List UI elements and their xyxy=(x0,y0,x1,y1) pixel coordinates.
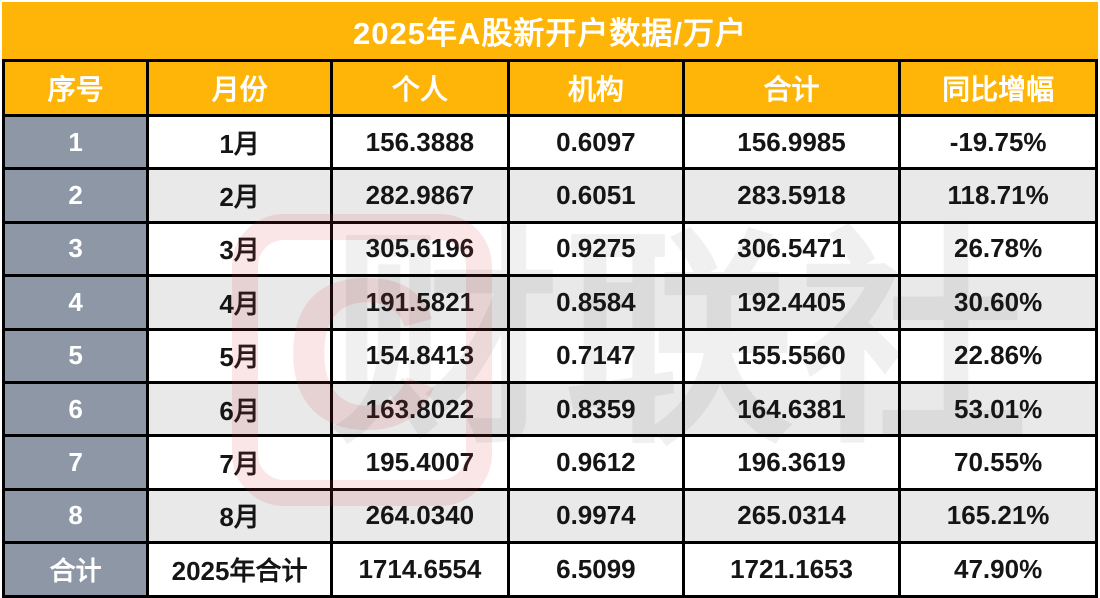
index-cell: 合计 xyxy=(1,541,150,598)
index-cell: 2 xyxy=(1,167,150,224)
personal-cell: 191.5821 xyxy=(329,274,510,331)
table-row: 7 7月 195.4007 0.9612 196.3619 70.55% xyxy=(1,434,1098,491)
total-cell: 192.4405 xyxy=(681,274,902,331)
index-cell: 8 xyxy=(1,487,150,545)
institution-cell: 0.9275 xyxy=(506,220,685,278)
month-cell: 2025年合计 xyxy=(146,541,333,598)
month-cell: 5月 xyxy=(146,327,333,384)
total-cell: 306.5471 xyxy=(681,220,902,278)
institution-cell: 0.6097 xyxy=(506,113,685,171)
yoy-cell: -19.75% xyxy=(898,113,1098,171)
index-cell: 6 xyxy=(1,380,150,438)
table-row: 6 6月 163.8022 0.8359 164.6381 53.01% xyxy=(1,380,1098,438)
personal-cell: 1714.6554 xyxy=(329,541,510,598)
personal-cell: 264.0340 xyxy=(329,487,510,545)
month-cell: 6月 xyxy=(146,380,333,438)
month-cell: 3月 xyxy=(146,220,333,278)
personal-cell: 282.9867 xyxy=(329,167,510,224)
col-header-total: 合计 xyxy=(681,59,902,117)
total-cell: 164.6381 xyxy=(681,380,902,438)
yoy-cell: 26.78% xyxy=(898,220,1098,278)
col-header-yoy: 同比增幅 xyxy=(898,59,1098,117)
institution-cell: 0.8584 xyxy=(506,274,685,331)
total-cell: 265.0314 xyxy=(681,487,902,545)
institution-cell: 0.6051 xyxy=(506,167,685,224)
institution-cell: 0.9974 xyxy=(506,487,685,545)
col-header-institution: 机构 xyxy=(506,59,685,117)
table-title: 2025年A股新开户数据/万户 xyxy=(2,2,1098,59)
month-cell: 7月 xyxy=(146,434,333,491)
personal-cell: 305.6196 xyxy=(329,220,510,278)
total-cell: 196.3619 xyxy=(681,434,902,491)
table-row: 1 1月 156.3888 0.6097 156.9985 -19.75% xyxy=(1,113,1098,171)
institution-cell: 0.7147 xyxy=(506,327,685,384)
total-cell: 156.9985 xyxy=(681,113,902,171)
yoy-cell: 118.71% xyxy=(898,167,1098,224)
total-cell: 155.5560 xyxy=(681,327,902,384)
yoy-cell: 70.55% xyxy=(898,434,1098,491)
col-header-personal: 个人 xyxy=(329,59,510,117)
table-row: 5 5月 154.8413 0.7147 155.5560 22.86% xyxy=(1,327,1098,384)
personal-cell: 163.8022 xyxy=(329,380,510,438)
yoy-cell: 22.86% xyxy=(898,327,1098,384)
header-row: 序号 月份 个人 机构 合计 同比增幅 xyxy=(1,59,1098,117)
table-row: 4 4月 191.5821 0.8584 192.4405 30.60% xyxy=(1,274,1098,331)
table-row: 2 2月 282.9867 0.6051 283.5918 118.71% xyxy=(1,167,1098,224)
index-cell: 1 xyxy=(1,113,150,171)
col-header-month: 月份 xyxy=(146,59,333,117)
table-row: 8 8月 264.0340 0.9974 265.0314 165.21% xyxy=(1,487,1098,545)
index-cell: 3 xyxy=(1,220,150,278)
index-cell: 5 xyxy=(1,327,150,384)
month-cell: 8月 xyxy=(146,487,333,545)
personal-cell: 156.3888 xyxy=(329,113,510,171)
index-cell: 4 xyxy=(1,274,150,331)
institution-cell: 0.8359 xyxy=(506,380,685,438)
month-cell: 1月 xyxy=(146,113,333,171)
index-cell: 7 xyxy=(1,434,150,491)
total-cell: 283.5918 xyxy=(681,167,902,224)
institution-cell: 0.9612 xyxy=(506,434,685,491)
total-cell: 1721.1653 xyxy=(681,541,902,598)
table-row: 3 3月 305.6196 0.9275 306.5471 26.78% xyxy=(1,220,1098,278)
table-row: 合计 2025年合计 1714.6554 6.5099 1721.1653 47.90% xyxy=(1,541,1098,598)
yoy-cell: 30.60% xyxy=(898,274,1098,331)
col-header-index: 序号 xyxy=(1,59,150,117)
month-cell: 2月 xyxy=(146,167,333,224)
month-cell: 4月 xyxy=(146,274,333,331)
yoy-cell: 53.01% xyxy=(898,380,1098,438)
yoy-cell: 165.21% xyxy=(898,487,1098,545)
personal-cell: 195.4007 xyxy=(329,434,510,491)
institution-cell: 6.5099 xyxy=(506,541,685,598)
yoy-cell: 47.90% xyxy=(898,541,1098,598)
data-table: 序号 月份 个人 机构 合计 同比增幅 1 1月 156.3888 0.6097 156… xyxy=(1,59,1098,598)
personal-cell: 154.8413 xyxy=(329,327,510,384)
